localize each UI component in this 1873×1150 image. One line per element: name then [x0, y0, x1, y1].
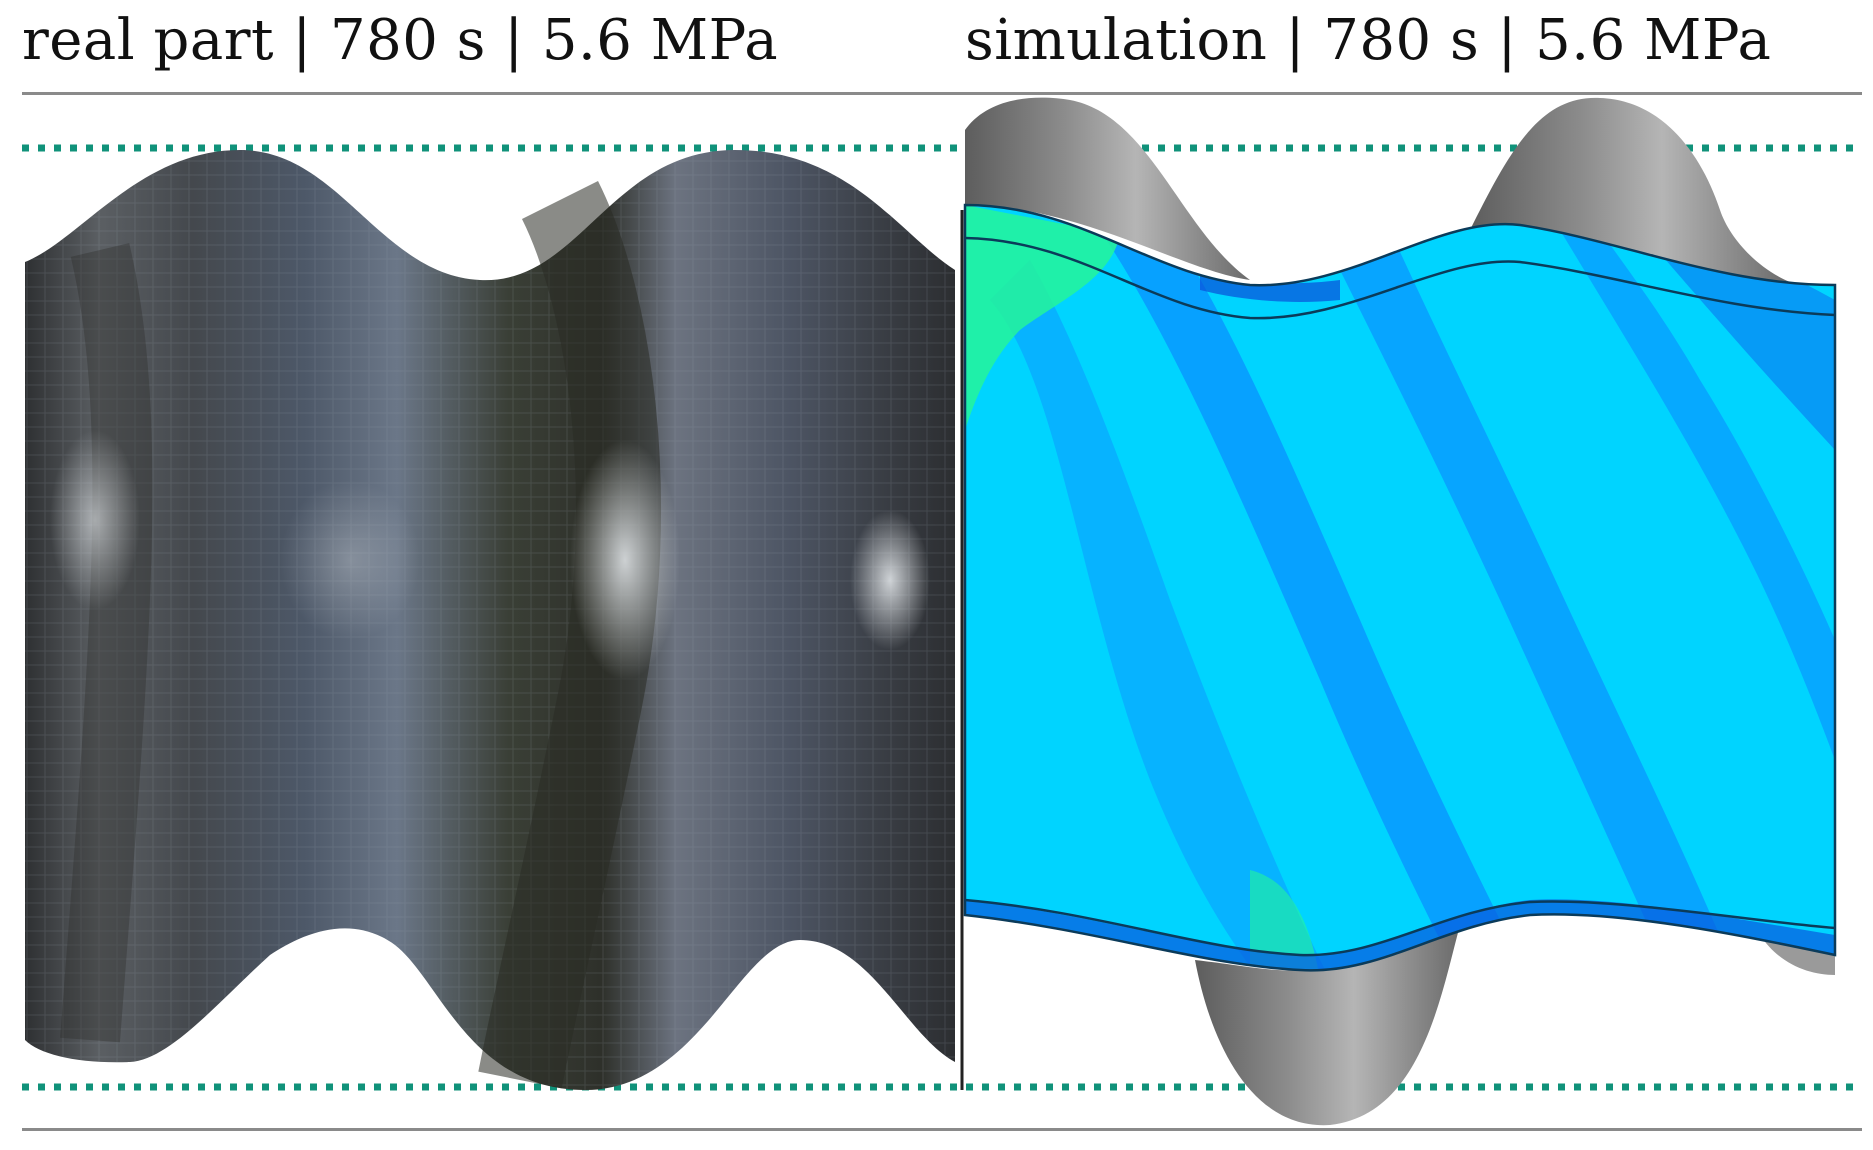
- right-caption: simulation | 780 s | 5.6 MPa: [965, 8, 1772, 73]
- bottom-rule-left: [22, 1128, 957, 1131]
- bottom-rule-right: [957, 1128, 1862, 1131]
- top-rule-left: [22, 92, 957, 95]
- real-part-image: [25, 150, 955, 1090]
- simulation-image: [960, 97, 1837, 1126]
- top-rule-right: [957, 92, 1862, 95]
- left-caption: real part | 780 s | 5.6 MPa: [22, 8, 779, 73]
